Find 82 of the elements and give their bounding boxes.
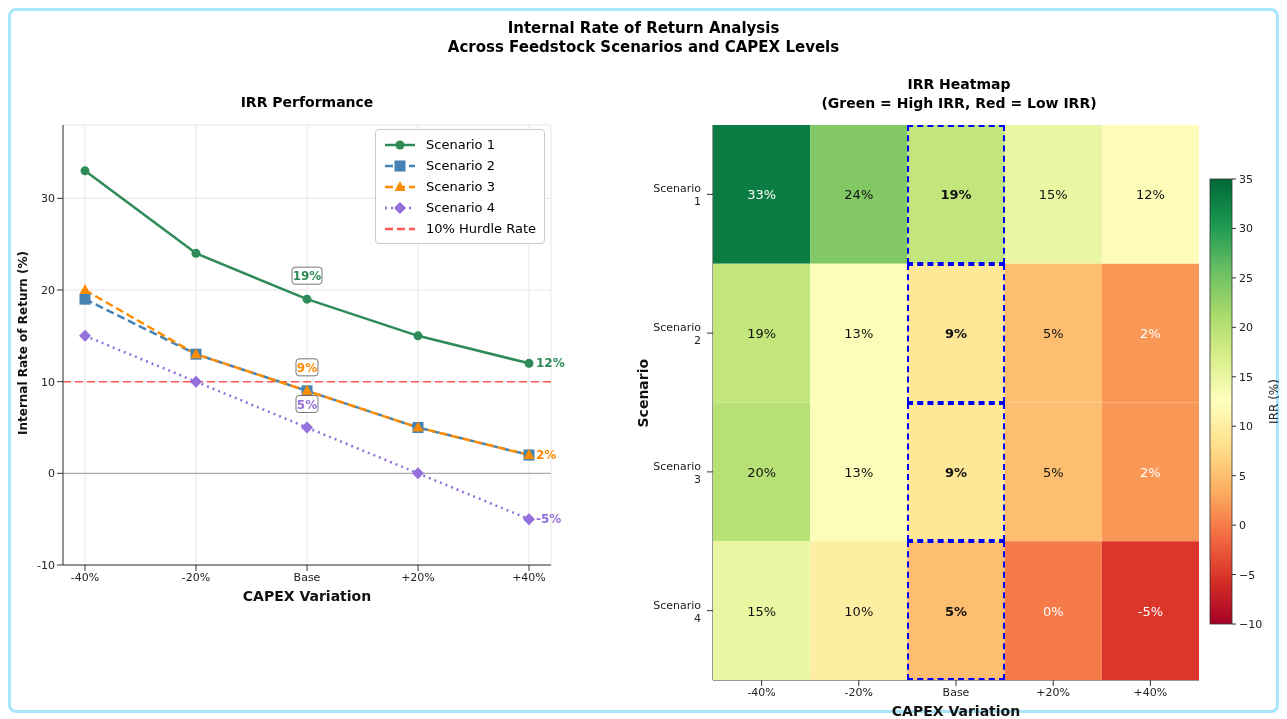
text: Internal Rate of Return Analysis (506, 19, 781, 38)
x-tick-label: +40% (512, 570, 546, 584)
legend-label: Scenario 1 (426, 137, 495, 152)
y-tick-label: 10 (41, 375, 55, 389)
data-label: -5% (536, 512, 562, 527)
point (413, 331, 423, 341)
y-tick-label: Scenario 1 (653, 182, 702, 209)
color-bar-label: 35 (1239, 173, 1253, 186)
color-bar-label: 0 (1239, 519, 1246, 533)
point (80, 166, 90, 176)
point (79, 293, 91, 305)
x-tick-label: -20% (844, 685, 874, 699)
data-label: 2% (536, 448, 557, 462)
color-bar-label: −5 (1239, 568, 1256, 582)
legend-label: Scenario 4 (426, 200, 495, 215)
y-tick-label: 30 (41, 192, 55, 206)
x-tick-label: +40% (1133, 685, 1168, 699)
data-label: 24% (844, 187, 874, 203)
data-label: 9% (944, 326, 968, 342)
data-label: 12% (536, 356, 565, 371)
x-tick-label: -40% (70, 570, 100, 584)
color-bar-label: 10 (1239, 420, 1253, 434)
point (190, 375, 202, 388)
point (412, 467, 424, 480)
x-tick-label: Base (942, 685, 970, 699)
data-label: 0% (1042, 603, 1064, 619)
x-tick-label: +20% (1036, 685, 1071, 699)
y-tick-label: Scenario 4 (653, 598, 702, 625)
y-tick-label: Scenario 3 (653, 459, 702, 486)
data-label: 5% (1042, 464, 1064, 480)
color-bar-label: 25 (1239, 271, 1253, 285)
data-label: 9% (296, 360, 318, 375)
chart-subtitle: (Green = High IRR, Red = Low IRR) (820, 94, 1098, 113)
legend-label: Scenario 3 (426, 179, 495, 194)
color-bar-label: 30 (1239, 222, 1253, 236)
data-label: 5% (296, 397, 318, 412)
y-axis-title: Internal Rate of Return (%) (16, 250, 31, 435)
color-bar-label: 5 (1239, 469, 1246, 483)
chart-title: IRR Heatmap (906, 75, 1012, 94)
data-label: 19% (292, 269, 322, 284)
point (79, 329, 91, 342)
data-label: 5% (1042, 326, 1064, 342)
y-tick-label: Scenario 2 (653, 321, 702, 348)
point (79, 284, 91, 294)
data-label: 33% (747, 187, 777, 203)
x-axis-title: CAPEX Variation (891, 703, 1021, 719)
color-bar-title: IRR (%) (1267, 379, 1281, 424)
chart-title: IRR Performance (239, 93, 375, 112)
x-tick-label: +20% (401, 570, 435, 584)
point (191, 248, 201, 258)
legend-label: 10% Hurdle Rate (426, 221, 536, 236)
y-tick-label: 20 (41, 283, 55, 297)
y-tick-label: -10 (37, 558, 55, 572)
text: Across Feedstock Scenarios and CAPEX Levels (446, 38, 841, 57)
data-label: 2% (1140, 464, 1161, 480)
data-label: 15% (747, 603, 777, 619)
data-label: 13% (844, 464, 874, 480)
data-label: 20% (747, 464, 777, 480)
point (524, 358, 534, 368)
legend-label: Scenario 2 (426, 158, 495, 173)
point (301, 421, 313, 434)
x-tick-label: -20% (181, 570, 211, 584)
data-label: 13% (844, 326, 874, 342)
data-label: 10% (844, 603, 874, 619)
y-axis-title: Scenario (634, 358, 651, 428)
data-label: -5% (1137, 603, 1164, 619)
data-label: 2% (1140, 326, 1161, 342)
data-label: 9% (944, 464, 968, 480)
color-bar-label: 15 (1239, 370, 1253, 384)
x-tick-label: -40% (747, 685, 776, 699)
data-label: 15% (1038, 187, 1068, 203)
data-label: 12% (1135, 187, 1165, 203)
y-tick-label: 0 (48, 467, 55, 481)
color-bar-label: −10 (1239, 618, 1263, 631)
data-label: 5% (944, 603, 968, 619)
x-tick-label: Base (293, 570, 321, 584)
data-label: 19% (747, 326, 777, 342)
x-axis-title: CAPEX Variation (242, 588, 372, 604)
color-bar-label: 20 (1239, 321, 1253, 335)
point (302, 294, 312, 304)
data-label: 19% (940, 187, 972, 203)
point (523, 513, 535, 526)
